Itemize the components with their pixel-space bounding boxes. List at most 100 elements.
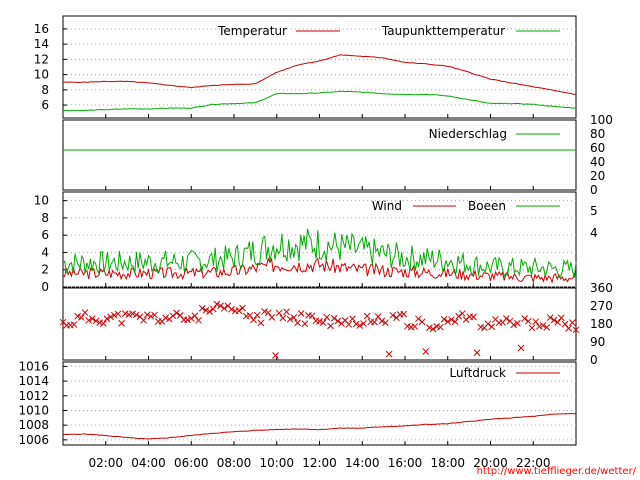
legend-label: Taupunkttemperatur	[381, 24, 505, 38]
direction-point	[374, 313, 382, 320]
credit-text: http://www.tiefflieger.de/wetter/	[477, 466, 637, 477]
legend-label: Boeen	[468, 199, 506, 213]
x-tick-label: 08:00	[217, 456, 252, 470]
direction-point	[257, 319, 265, 327]
direction-point	[360, 320, 367, 327]
x-tick-label: 02:00	[88, 456, 123, 470]
direction-point	[349, 315, 356, 323]
direction-point	[323, 314, 331, 321]
direction-point	[389, 311, 397, 319]
direction-point	[334, 317, 342, 325]
direction-point	[132, 311, 140, 319]
direction-point	[554, 319, 562, 326]
direction-point	[286, 315, 294, 323]
legend-label: Temperatur	[217, 24, 287, 38]
direction-point	[308, 312, 316, 320]
direction-point	[143, 311, 151, 319]
direction-point	[470, 313, 477, 321]
direction-point	[173, 309, 180, 317]
direction-point	[539, 322, 547, 329]
direction-point	[546, 314, 554, 321]
y-tick-label-right: 5	[590, 204, 598, 218]
direction-point	[356, 322, 364, 329]
y-tick-label: 6	[41, 228, 49, 242]
direction-point	[382, 319, 389, 327]
y-tick-label-right: 180	[590, 317, 613, 331]
direction-point	[426, 324, 433, 331]
y-tick-label-right: 60	[590, 141, 605, 155]
direction-point	[330, 314, 338, 322]
direction-point	[411, 323, 419, 330]
y-tick-label: 0	[41, 280, 49, 294]
y-tick-label: 8	[41, 83, 49, 97]
direction-point	[81, 309, 89, 316]
direction-point	[246, 312, 254, 319]
series-line-wind	[62, 257, 577, 284]
y-tick-label: 12	[34, 52, 49, 66]
direction-point	[319, 319, 327, 326]
y-tick-label: 1012	[18, 389, 49, 403]
y-tick-label-right: 270	[590, 299, 613, 313]
direction-point	[217, 302, 224, 310]
y-tick-label: 6	[41, 98, 49, 112]
series-line-luftdruck	[62, 412, 577, 440]
direction-point	[294, 319, 301, 327]
series-line-temperatur	[62, 54, 577, 95]
direction-point	[279, 314, 287, 322]
direction-point	[378, 317, 386, 325]
direction-point	[272, 352, 279, 359]
direction-point	[140, 317, 147, 324]
direction-point	[437, 323, 444, 331]
direction-point	[422, 348, 430, 355]
x-tick-label: 06:00	[174, 456, 209, 470]
direction-point	[162, 314, 169, 322]
direction-point	[565, 325, 573, 332]
direction-point	[202, 307, 210, 314]
direction-point	[187, 315, 195, 322]
y-tick-label: 14	[34, 37, 49, 51]
direction-point	[528, 324, 536, 332]
direction-point	[283, 308, 290, 316]
x-tick-label: 16:00	[388, 456, 423, 470]
direction-point	[444, 318, 452, 325]
direction-point	[451, 318, 459, 326]
y-tick-label: 8	[41, 211, 49, 225]
y-tick-label: 2	[41, 263, 49, 277]
direction-point	[77, 314, 85, 321]
direction-point	[488, 323, 496, 331]
direction-point	[371, 318, 378, 326]
y-tick-label-right: 0	[590, 353, 598, 367]
direction-point	[209, 305, 217, 313]
direction-point	[268, 314, 276, 321]
direction-point	[195, 316, 202, 324]
direction-point	[107, 313, 114, 321]
direction-point	[151, 311, 158, 319]
y-tick-label: 10	[34, 194, 49, 208]
direction-point	[503, 315, 510, 322]
legend-label: Wind	[372, 199, 402, 213]
direction-point	[462, 316, 470, 323]
y-tick-label-right: 20	[590, 169, 605, 183]
direction-point	[264, 309, 272, 317]
direction-point	[440, 315, 448, 323]
direction-point	[297, 310, 305, 317]
direction-point	[301, 320, 309, 328]
direction-point	[418, 318, 426, 326]
y-tick-label: 1016	[18, 359, 49, 373]
direction-point	[235, 307, 243, 315]
direction-point	[473, 349, 481, 357]
direction-point	[572, 326, 580, 334]
direction-point	[448, 316, 455, 323]
data-layer	[59, 30, 580, 440]
direction-point	[118, 319, 125, 327]
y-tick-label-right: 4	[590, 226, 598, 240]
x-tick-label: 04:00	[131, 456, 166, 470]
direction-point	[85, 317, 93, 324]
direction-point	[352, 320, 360, 328]
x-tick-label: 22:00	[516, 456, 551, 470]
direction-point	[110, 311, 118, 319]
direction-point	[250, 316, 257, 324]
direction-point	[290, 314, 298, 321]
y-tick-label-right: 360	[590, 281, 613, 295]
